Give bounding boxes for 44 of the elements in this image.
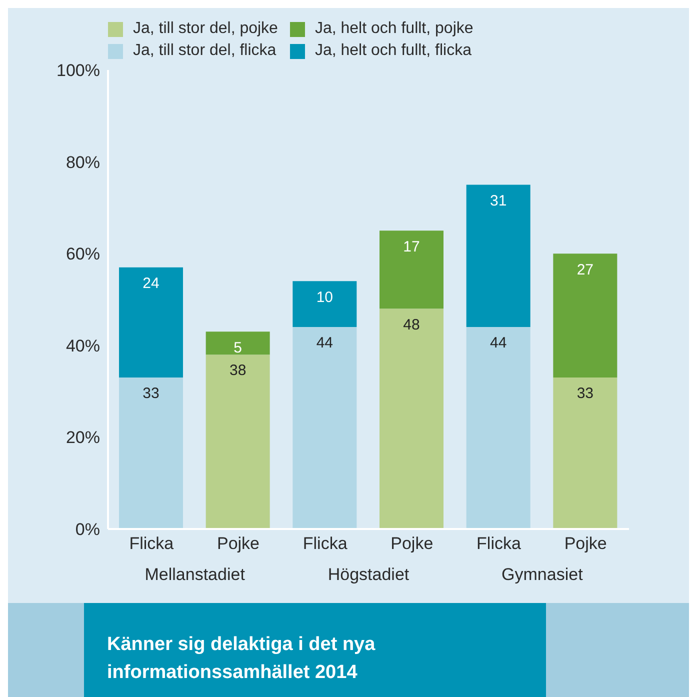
bar: [380, 308, 444, 529]
x-tick-label: Flicka: [129, 534, 174, 554]
bar: [466, 184, 530, 328]
y-tick-label: 80%: [66, 152, 100, 172]
bar: [380, 230, 444, 309]
bar: [206, 332, 270, 355]
text: Mellanstadiet: [144, 564, 246, 586]
data-label: 24: [142, 275, 160, 292]
data-label: 10: [316, 288, 334, 306]
bar: [292, 281, 357, 328]
data-label: 5: [234, 339, 242, 356]
y-tick-label: 40%: [66, 336, 100, 356]
y-tick-label: 100%: [56, 61, 100, 80]
x-tick-label: Pojke: [390, 534, 434, 554]
y-tick-label: 20%: [66, 428, 100, 448]
y-tick-label: 0%: [75, 520, 100, 540]
bar: [466, 327, 530, 529]
data-label: 44: [490, 334, 507, 352]
bar: [292, 327, 357, 529]
data-label: 31: [490, 192, 507, 210]
legend-label: Ja, helt och fullt, flicka: [314, 42, 472, 60]
data-label: 33: [142, 385, 160, 402]
legend-label: Ja, till stor del, pojke: [133, 20, 278, 38]
x-tick-label: Flicka: [476, 534, 522, 554]
y-tick-label: 60%: [66, 244, 100, 264]
data-label: 27: [576, 261, 594, 278]
text: Känner sig delaktiga i det nya informationssamhället 2014: [84, 603, 546, 697]
x-tick-label: Flicka: [302, 534, 348, 554]
legend-label: Ja, helt och fullt, pojke: [314, 20, 474, 38]
bar: [119, 378, 183, 529]
bar: [553, 378, 618, 529]
text: Högstadiet: [326, 564, 410, 586]
x-tick-label: Pojke: [216, 534, 260, 554]
x-tick-label: Pojke: [564, 534, 607, 554]
bar: [206, 354, 270, 529]
legend-label: Ja, till stor del, flicka: [133, 42, 276, 60]
bar: [553, 254, 618, 378]
bar: [119, 267, 183, 378]
data-label: 44: [316, 334, 334, 352]
data-label: 48: [403, 316, 420, 334]
text: Gymnasiet: [500, 564, 584, 586]
data-label: 33: [576, 385, 594, 402]
data-label: 38: [229, 362, 246, 380]
data-label: 17: [403, 238, 420, 256]
